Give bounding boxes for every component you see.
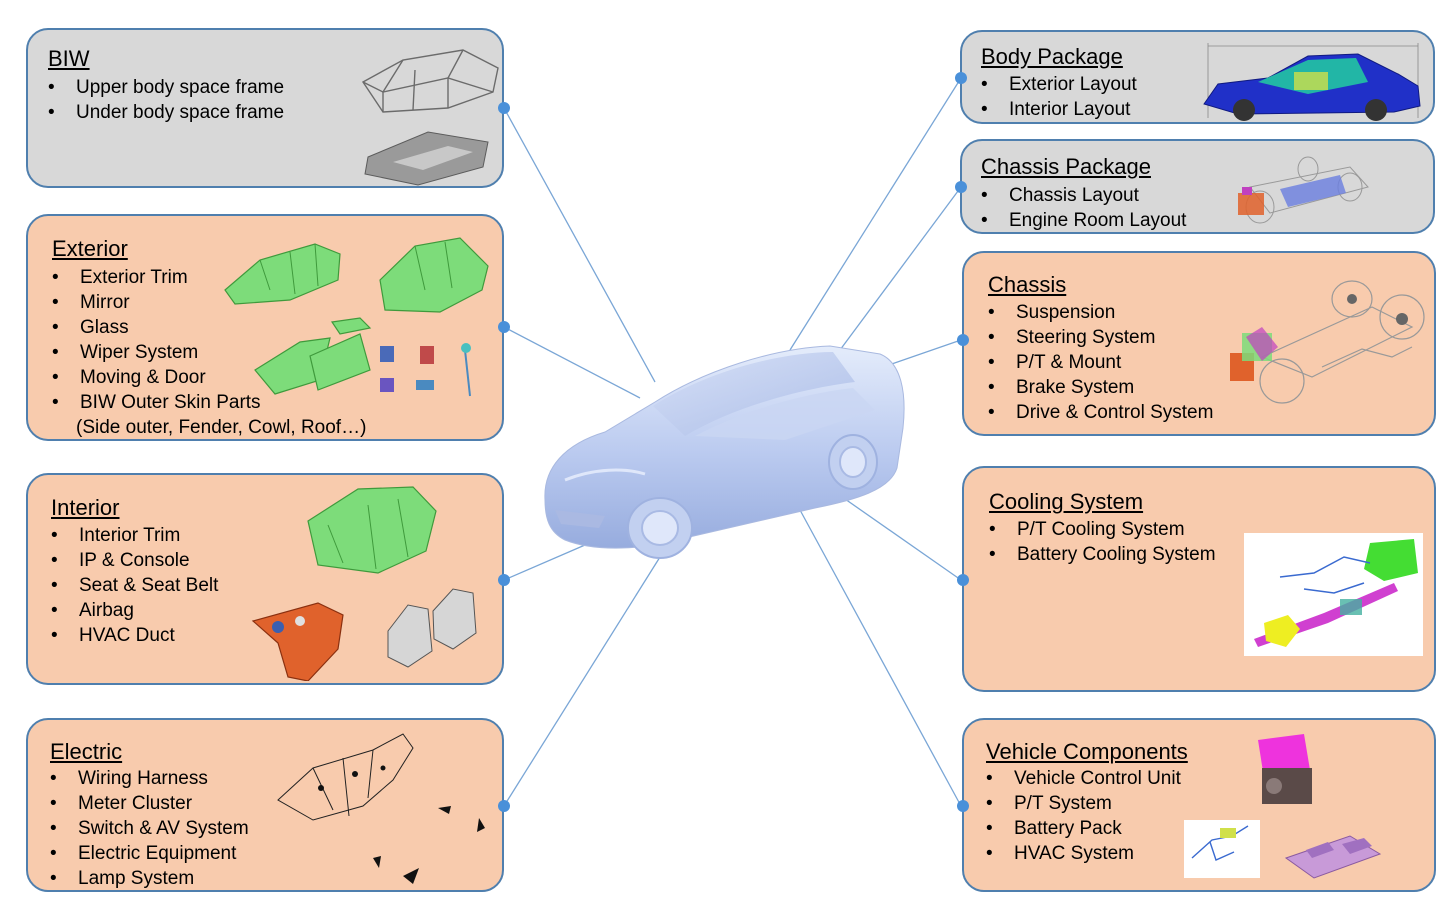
list-item: Meter Cluster — [50, 791, 249, 816]
panel-title: Electric — [50, 739, 123, 764]
vehicle-components-icon — [1182, 728, 1432, 888]
body-package-car-icon — [1198, 38, 1430, 122]
panel-title: Chassis — [988, 272, 1067, 297]
list-item: Wiper System — [52, 340, 366, 365]
connector-chassis-package — [839, 186, 962, 351]
connector-electric — [503, 556, 661, 807]
list-item: Interior Layout — [981, 97, 1137, 122]
list-item: IP & Console — [51, 548, 218, 573]
connector-dot — [957, 334, 969, 346]
list-item: Battery Pack — [986, 816, 1181, 841]
list-item: Upper body space frame — [48, 75, 284, 100]
panel-title: Cooling System — [989, 489, 1144, 514]
wiring-harness-icon — [273, 728, 501, 890]
connector-dot — [955, 181, 967, 193]
panel-biw: BIW Upper body space frame Under body sp… — [26, 28, 504, 188]
list-item: Wiring Harness — [50, 766, 249, 791]
list-item: P/T & Mount — [988, 350, 1213, 375]
list-item: Drive & Control System — [988, 400, 1213, 425]
item-list: Exterior Layout Interior Layout — [981, 72, 1137, 122]
list-item: Under body space frame — [48, 100, 284, 125]
panel-cooling: Cooling System P/T Cooling System Batter… — [962, 466, 1436, 692]
item-list: Suspension Steering System P/T & Mount B… — [988, 300, 1213, 425]
list-item: Vehicle Control Unit — [986, 766, 1181, 791]
list-note: (Side outer, Fender, Cowl, Roof…) — [76, 417, 367, 438]
panel-title: BIW — [48, 46, 90, 71]
item-list: Interior Trim IP & Console Seat & Seat B… — [51, 523, 218, 648]
panel-title: Chassis Package — [981, 154, 1151, 179]
panel-electric: Electric Wiring Harness Meter Cluster Sw… — [26, 718, 504, 892]
connector-dot — [498, 800, 510, 812]
panel-vehicle-components: Vehicle Components Vehicle Control Unit … — [962, 718, 1436, 892]
connector-interior — [503, 544, 586, 581]
suspension-icon — [1222, 277, 1430, 407]
list-item: Exterior Layout — [981, 72, 1137, 97]
item-list: Exterior Trim Mirror Glass Wiper System … — [52, 265, 367, 439]
panel-title: Interior — [51, 495, 120, 520]
list-item: HVAC Duct — [51, 623, 218, 648]
list-item: HVAC System — [986, 841, 1181, 866]
car-3d-icon — [535, 340, 910, 560]
connector-dot — [498, 574, 510, 586]
list-item: Airbag — [51, 598, 218, 623]
list-item: Steering System — [988, 325, 1213, 350]
list-item: Switch & AV System — [50, 816, 249, 841]
list-item: Interior Trim — [51, 523, 218, 548]
list-item: Brake System — [988, 375, 1213, 400]
list-item: Engine Room Layout — [981, 208, 1186, 232]
panel-exterior: Exterior Exterior Trim Mirror Glass Wipe… — [26, 214, 504, 441]
panel-chassis: Chassis Suspension Steering System P/T &… — [962, 251, 1436, 436]
list-item: P/T Cooling System — [989, 517, 1216, 542]
panel-body-package: Body Package Exterior Layout Interior La… — [960, 30, 1435, 124]
list-item: Moving & Door — [52, 365, 366, 390]
list-item: Lamp System — [50, 866, 249, 890]
connector-dot — [498, 321, 510, 333]
connector-cooling — [834, 491, 962, 581]
item-list: Upper body space frame Under body space … — [48, 75, 284, 125]
list-item: Chassis Layout — [981, 183, 1186, 208]
list-item: BIW Outer Skin Parts — [52, 390, 366, 415]
item-list: Vehicle Control Unit P/T System Battery … — [986, 766, 1181, 866]
list-item: Battery Cooling System — [989, 542, 1216, 567]
interior-parts-icon — [248, 481, 502, 682]
chassis-layout-icon — [1230, 147, 1375, 231]
connector-biw — [503, 107, 656, 383]
list-item: Glass — [52, 315, 366, 340]
connector-dot — [498, 102, 510, 114]
connector-chassis — [879, 339, 962, 369]
item-list: P/T Cooling System Battery Cooling Syste… — [989, 517, 1216, 567]
list-item: Mirror — [52, 290, 366, 315]
panel-title: Body Package — [981, 44, 1123, 69]
panel-chassis-package: Chassis Package Chassis Layout Engine Ro… — [960, 139, 1435, 234]
exterior-parts-icon — [220, 230, 500, 410]
connector-dot — [955, 72, 967, 84]
space-frame-icon — [353, 42, 502, 186]
list-item: Suspension — [988, 300, 1213, 325]
panel-title: Vehicle Components — [986, 739, 1188, 764]
connector-dot — [957, 574, 969, 586]
connector-vehicle-components — [799, 509, 962, 807]
connector-dot — [957, 800, 969, 812]
cooling-system-icon — [1244, 533, 1423, 656]
item-list: Chassis Layout Engine Room Layout — [981, 183, 1186, 232]
panel-title: Exterior — [52, 236, 128, 261]
item-list: Wiring Harness Meter Cluster Switch & AV… — [50, 766, 249, 890]
list-item: Seat & Seat Belt — [51, 573, 218, 598]
list-item: Exterior Trim — [52, 265, 366, 290]
connector-exterior — [503, 326, 641, 399]
list-item: P/T System — [986, 791, 1181, 816]
connector-body-package — [789, 77, 962, 351]
list-item: Electric Equipment — [50, 841, 249, 866]
panel-interior: Interior Interior Trim IP & Console Seat… — [26, 473, 504, 685]
